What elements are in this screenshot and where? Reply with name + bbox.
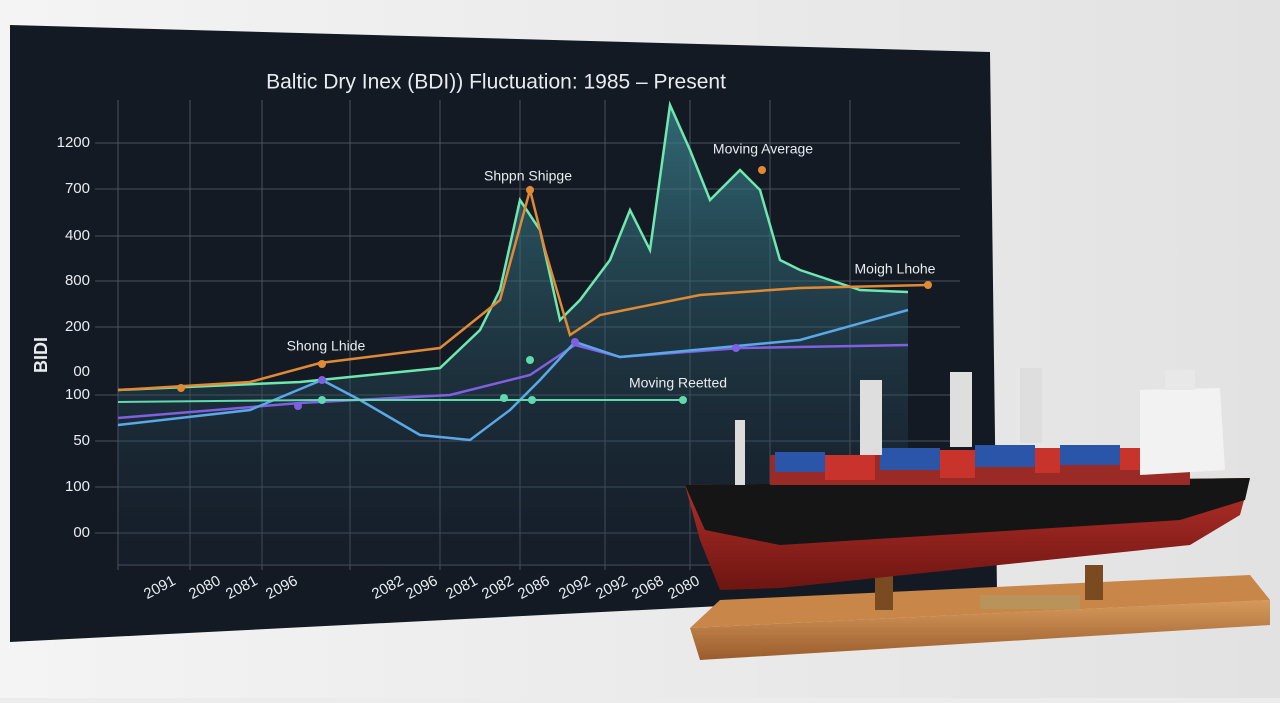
ship-model: [685, 368, 1270, 660]
marker-dot: [526, 356, 534, 364]
marker-dot: [177, 384, 185, 392]
marker-dot: [500, 394, 508, 402]
marker-dot: [318, 396, 326, 404]
shape: [875, 575, 893, 610]
y-tick-label: 50: [73, 432, 90, 449]
shape: [685, 478, 1250, 545]
annotation: Shong Lhide: [287, 338, 366, 354]
annotation: Moigh Lhohe: [855, 261, 936, 277]
shape: [1060, 445, 1120, 465]
y-tick-label: 100: [65, 386, 90, 403]
y-axis-label: BIDI: [31, 337, 51, 373]
y-tick-label: 1200: [57, 134, 90, 151]
marker-dot: [318, 360, 326, 368]
y-tick-label: 400: [65, 227, 90, 244]
annotation: Moving Reetted: [629, 375, 727, 391]
area-fill: [118, 105, 908, 565]
shape: [775, 452, 825, 472]
shape: [1035, 448, 1060, 473]
marker-dot: [528, 396, 536, 404]
blue-line: [117, 308, 909, 442]
annotation: Shppn Shipge: [484, 168, 572, 184]
chart-title: Baltic Dry Inex (BDI)) Fluctuation: 1985…: [266, 71, 726, 94]
marker-dot: [526, 186, 534, 194]
shape: [1085, 565, 1103, 600]
shape: [690, 600, 1270, 660]
y-tick-label: 100: [65, 478, 90, 495]
marker-dot: [679, 396, 687, 404]
y-tick-label: 00: [73, 524, 90, 541]
orange-line: [117, 185, 929, 392]
green-line: [117, 100, 909, 392]
y-tick-label: 00: [73, 363, 90, 380]
y-tick-label: 800: [65, 272, 90, 289]
marker-dot: [758, 166, 766, 174]
shape: [825, 455, 875, 480]
shape: [940, 450, 975, 478]
shape: [1140, 388, 1225, 475]
shape: [975, 445, 1035, 467]
shape: [860, 380, 882, 455]
marker-dot: [294, 402, 302, 410]
y-tick-label: 200: [65, 318, 90, 335]
y-tick-label: 700: [65, 180, 90, 197]
shape: [1165, 370, 1195, 390]
shape: [735, 420, 745, 485]
marker-dot: [924, 281, 932, 289]
shape: [860, 368, 1042, 455]
annotation: Moving Average: [713, 141, 813, 157]
shape: [775, 445, 1120, 472]
shape: [980, 595, 1080, 609]
marker-dot: [732, 344, 740, 352]
shape: [950, 372, 972, 447]
marker-dot: [318, 376, 326, 384]
shape: [1020, 368, 1042, 443]
marker-dot: [571, 338, 579, 346]
shape: [880, 448, 940, 470]
